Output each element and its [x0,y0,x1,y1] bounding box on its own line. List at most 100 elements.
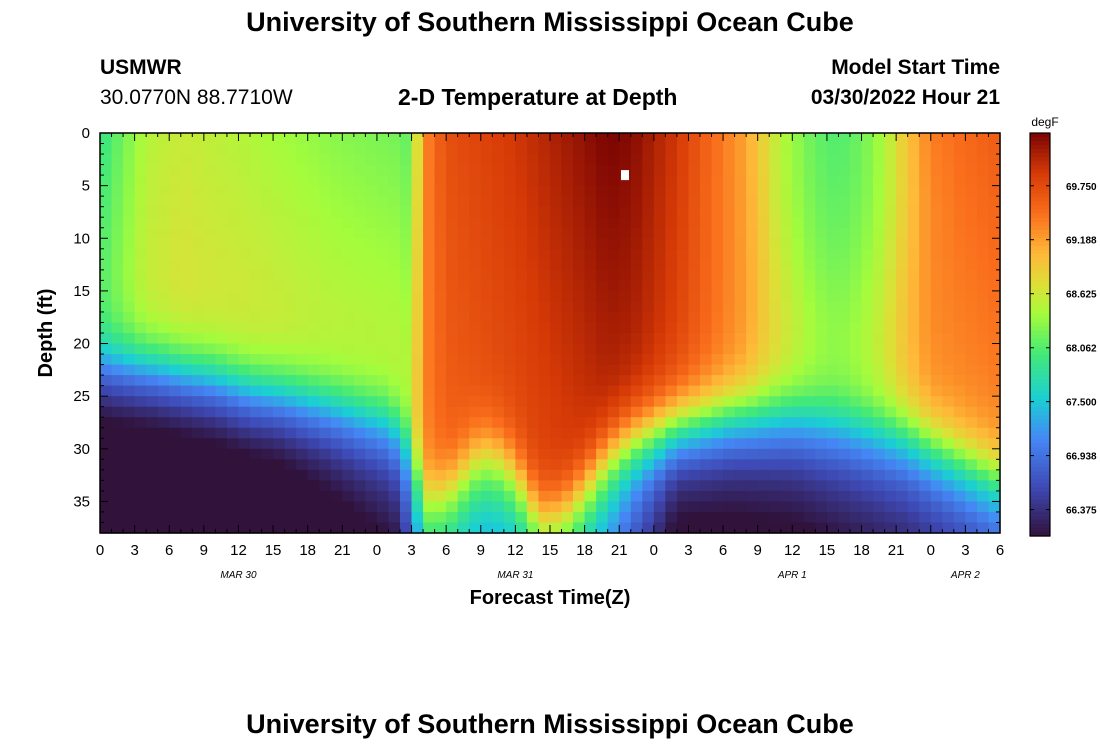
heatmap-cell [746,217,759,229]
heatmap-cell [838,175,851,187]
heatmap-cell [723,385,736,397]
heatmap-cell [342,301,355,313]
heatmap-cell [411,280,424,292]
heatmap-cell [850,154,863,166]
heatmap-cell [146,185,159,197]
heatmap-cell [111,164,124,176]
heatmap-cell [988,196,1001,208]
heatmap-cell [596,143,609,155]
heatmap-cell [307,301,320,313]
heatmap-cell [596,185,609,197]
heatmap-cell [353,259,366,271]
heatmap-cell [307,164,320,176]
heatmap-cell [180,154,193,166]
heatmap-cell [711,143,724,155]
heatmap-cell [400,501,413,513]
heatmap-cell [123,364,136,376]
heatmap-cell [192,248,205,260]
heatmap-cell [907,375,920,387]
heatmap-cell [215,480,228,492]
heatmap-cell [226,333,240,345]
heatmap-cell [307,354,320,366]
heatmap-cell [203,427,216,439]
heatmap-cell [446,448,459,460]
heatmap-cell [123,133,136,145]
heatmap-cell [861,227,874,239]
heatmap-cell [411,406,424,418]
heatmap-cell [653,459,666,471]
heatmap-cell [653,406,666,418]
heatmap-cell [930,459,943,471]
heatmap-cell [457,396,470,408]
heatmap-cell [561,459,574,471]
heatmap-cell [284,333,297,345]
heatmap-cell [526,354,540,366]
heatmap-cell [884,511,897,524]
heatmap-cell [503,248,516,260]
heatmap-cell [226,396,240,408]
colorbar-segment [1030,491,1050,497]
heatmap-cell [215,354,228,366]
heatmap-cell [538,206,551,218]
heatmap-cell [815,175,828,187]
heatmap-cell [619,343,632,355]
heatmap-cell [711,206,724,218]
heatmap-cell [780,143,793,155]
heatmap-cell [953,290,966,303]
heatmap-cell [423,227,436,239]
heatmap-cell [423,459,436,471]
heatmap-cell [273,217,286,229]
heatmap-cell [307,248,320,260]
heatmap-cell [423,406,436,418]
heatmap-cell [111,522,124,534]
heatmap-cell [700,301,713,313]
heatmap-cell [180,185,193,197]
heatmap-cell [515,185,528,197]
heatmap-cell [284,269,297,281]
heatmap-cell [850,522,863,534]
heatmap-cell [873,490,886,503]
heatmap-cell [226,427,240,439]
heatmap-cell [388,175,401,187]
heatmap-cell [388,217,401,229]
heatmap-cell [342,501,355,513]
heatmap-cell [607,522,620,534]
heatmap-cell [850,438,863,450]
heatmap-cell [388,238,401,250]
heatmap-cell [930,490,943,503]
colorbar-segment [1030,278,1050,283]
heatmap-cell [319,217,332,229]
heatmap-cell [873,448,886,460]
heatmap-cell [907,501,920,513]
heatmap-cell [376,448,390,460]
heatmap-cell [261,364,274,376]
heatmap-cell [146,480,159,492]
heatmap-cell [365,448,378,460]
heatmap-cell [261,238,274,250]
heatmap-cell [630,311,643,324]
heatmap-cell [226,522,240,534]
heatmap-cell [238,196,251,208]
heatmap-cell [803,290,816,303]
heatmap-cell [584,480,597,492]
heatmap-cell [826,185,840,197]
heatmap-cell [503,406,516,418]
heatmap-cell [861,143,874,155]
heatmap-cell [203,133,216,145]
heatmap-cell [665,133,678,145]
heatmap-cell [896,364,909,376]
heatmap-cell [630,396,643,408]
colorbar-segment [1030,503,1050,509]
heatmap-cell [896,448,909,460]
heatmap-cell [919,333,932,345]
heatmap-cell [376,311,390,324]
heatmap-cell [400,522,413,534]
heatmap-cell [838,154,851,166]
heatmap-cell [111,364,124,376]
heatmap-cell [711,175,724,187]
heatmap-cell [965,354,978,366]
heatmap-cell [446,269,459,281]
heatmap-cell [700,290,713,303]
heatmap-cell [319,248,332,260]
heatmap-cell [180,196,193,208]
